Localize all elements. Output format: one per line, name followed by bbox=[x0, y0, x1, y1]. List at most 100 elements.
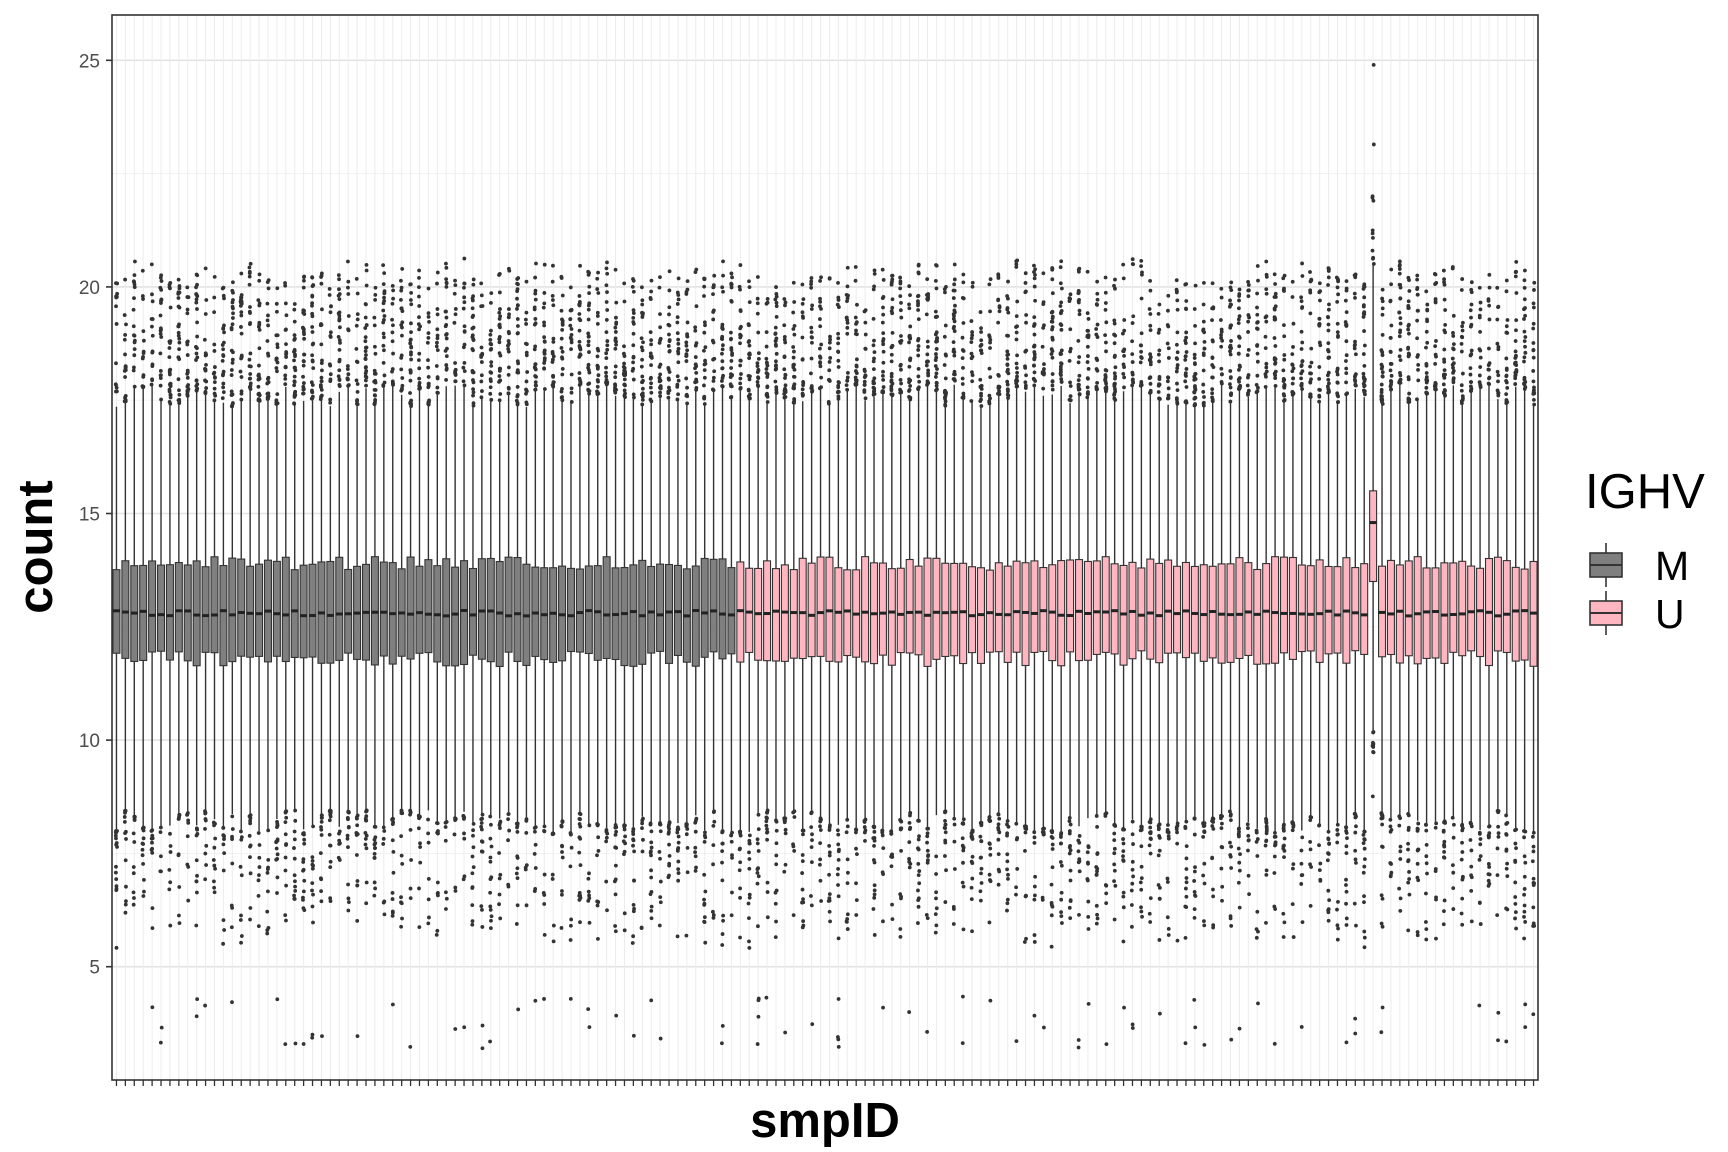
outlier-point bbox=[872, 860, 877, 865]
outlier-point bbox=[480, 304, 485, 308]
outlier-point bbox=[773, 935, 778, 940]
outlier-point bbox=[596, 849, 601, 853]
outlier-point bbox=[301, 363, 306, 368]
outlier-point bbox=[1005, 908, 1009, 913]
outlier-point bbox=[551, 340, 556, 344]
outlier-point bbox=[916, 263, 921, 268]
outlier-point bbox=[970, 373, 975, 378]
outlier-point bbox=[765, 830, 770, 834]
outlier-point bbox=[1184, 856, 1189, 861]
outlier-point bbox=[408, 808, 413, 813]
outlier-point bbox=[1086, 354, 1090, 358]
outlier-point bbox=[230, 861, 235, 866]
box-m bbox=[522, 279, 531, 908]
outlier-point bbox=[1165, 915, 1170, 920]
outlier-point bbox=[1210, 318, 1214, 323]
outlier-point bbox=[131, 871, 136, 876]
outlier-point bbox=[783, 376, 787, 380]
outlier-point bbox=[952, 313, 956, 318]
outlier-point bbox=[667, 312, 671, 317]
box-u bbox=[1173, 278, 1182, 943]
outlier-point bbox=[1201, 390, 1206, 394]
box-u bbox=[1146, 278, 1155, 924]
outlier-point bbox=[1067, 845, 1072, 850]
outlier-point bbox=[355, 382, 360, 386]
outlier-point bbox=[194, 833, 199, 838]
outlier-point bbox=[551, 354, 556, 359]
outlier-point bbox=[185, 285, 190, 290]
outlier-point bbox=[676, 392, 680, 397]
outlier-point bbox=[1058, 304, 1063, 308]
outlier-point bbox=[480, 1023, 485, 1028]
outlier-point bbox=[1085, 328, 1090, 333]
outlier-point bbox=[426, 335, 431, 340]
outlier-point bbox=[568, 938, 573, 942]
outlier-point bbox=[488, 337, 493, 342]
outlier-point bbox=[586, 889, 591, 894]
outlier-point bbox=[943, 376, 948, 381]
outlier-point bbox=[275, 360, 280, 365]
outlier-point bbox=[1148, 896, 1153, 901]
outlier-point bbox=[346, 372, 351, 377]
outlier-point bbox=[703, 345, 708, 350]
outlier-point bbox=[746, 901, 751, 906]
outlier-point bbox=[1059, 914, 1064, 919]
outlier-point bbox=[328, 335, 333, 339]
outlier-point bbox=[186, 818, 191, 823]
outlier-point bbox=[1255, 305, 1259, 310]
outlier-point bbox=[1139, 864, 1144, 869]
outlier-point bbox=[560, 892, 564, 897]
outlier-point bbox=[1032, 940, 1037, 944]
outlier-point bbox=[881, 373, 885, 378]
outlier-point bbox=[996, 297, 1001, 302]
outlier-point bbox=[1032, 357, 1037, 362]
box-u bbox=[878, 267, 887, 1010]
outlier-point bbox=[872, 386, 877, 391]
outlier-point bbox=[256, 924, 261, 929]
outlier-point bbox=[748, 392, 752, 397]
outlier-point bbox=[951, 340, 956, 344]
outlier-point bbox=[559, 346, 564, 350]
outlier-point bbox=[845, 265, 850, 270]
outlier-point bbox=[1139, 349, 1143, 354]
outlier-point bbox=[435, 270, 440, 275]
outlier-point bbox=[257, 374, 261, 379]
outlier-point bbox=[373, 886, 378, 891]
outlier-point bbox=[221, 833, 226, 837]
outlier-point bbox=[720, 943, 725, 947]
outlier-point bbox=[728, 382, 733, 387]
outlier-point bbox=[1263, 385, 1268, 389]
outlier-point bbox=[907, 388, 912, 392]
outlier-point bbox=[489, 347, 494, 351]
outlier-point bbox=[372, 402, 377, 406]
outlier-point bbox=[1148, 362, 1153, 367]
outlier-point bbox=[711, 915, 716, 920]
outlier-point bbox=[1139, 876, 1144, 881]
outlier-point bbox=[801, 897, 805, 902]
outlier-point bbox=[836, 936, 841, 941]
outlier-point bbox=[1202, 281, 1206, 285]
outlier-point bbox=[363, 842, 368, 847]
outlier-point bbox=[1121, 854, 1125, 859]
outlier-point bbox=[748, 396, 752, 401]
outlier-point bbox=[337, 287, 341, 292]
outlier-point bbox=[1201, 873, 1206, 878]
outlier-point bbox=[311, 824, 315, 829]
box-m bbox=[566, 285, 576, 1001]
outlier-point bbox=[265, 339, 270, 343]
outlier-point bbox=[1157, 826, 1161, 831]
outlier-point bbox=[730, 830, 734, 835]
outlier-point bbox=[863, 396, 868, 401]
outlier-point bbox=[738, 326, 743, 331]
outlier-point bbox=[702, 839, 707, 844]
outlier-point bbox=[818, 878, 823, 883]
outlier-point bbox=[1255, 909, 1260, 914]
outlier-point bbox=[514, 922, 519, 926]
outlier-point bbox=[461, 379, 466, 384]
outlier-point bbox=[337, 359, 342, 364]
outlier-point bbox=[1229, 1037, 1234, 1042]
outlier-point bbox=[302, 312, 307, 316]
outlier-point bbox=[764, 815, 769, 820]
outlier-point bbox=[132, 365, 136, 370]
outlier-point bbox=[765, 372, 770, 377]
